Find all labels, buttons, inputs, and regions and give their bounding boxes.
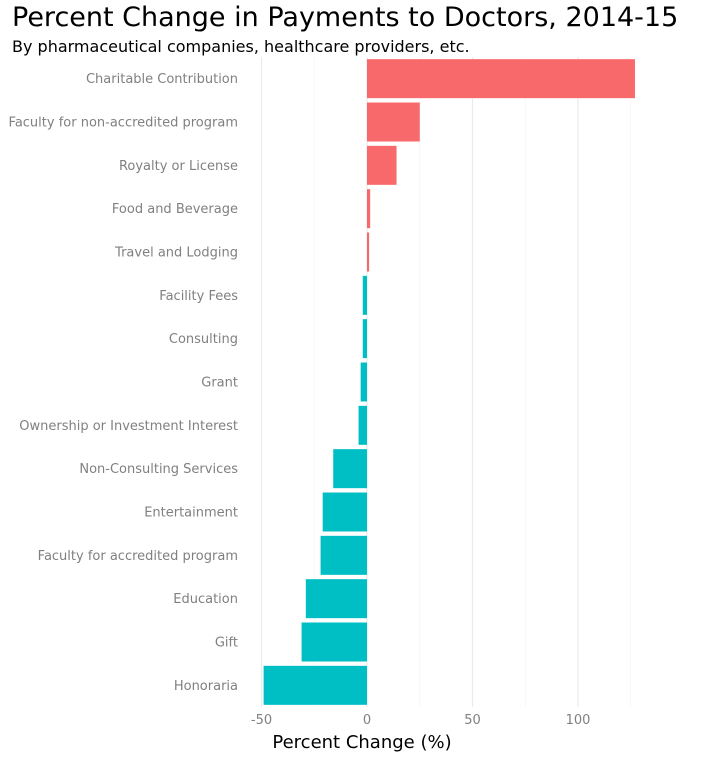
category-label: Ownership or Investment Interest [19, 419, 238, 434]
bar-education [305, 579, 367, 619]
bar-honoraria [263, 665, 367, 705]
x-axis-title: Percent Change (%) [272, 732, 451, 753]
bar-entertainment [322, 492, 367, 532]
bar-food-and-beverage [367, 189, 371, 229]
category-label: Faculty for non-accredited program [9, 116, 238, 131]
category-label: Royalty or License [119, 159, 238, 174]
category-label: Travel and Lodging [114, 246, 238, 261]
category-label: Honoraria [174, 679, 238, 694]
bar-ownership-or-investment-interest [358, 405, 367, 445]
category-label: Faculty for accredited program [38, 549, 238, 564]
category-labels: Charitable Contribution Faculty for non-a… [9, 72, 239, 694]
bar-non-consulting-services [333, 449, 367, 489]
bar-royalty-or-license [367, 145, 397, 185]
category-label: Charitable Contribution [86, 72, 238, 87]
x-tick-label: -50 [251, 713, 272, 728]
chart-subtitle: By pharmaceutical companies, healthcare … [12, 37, 470, 56]
bar-facility-fees [362, 275, 367, 315]
bar-consulting [362, 319, 367, 359]
category-label: Facility Fees [159, 289, 238, 304]
bar-gift [301, 622, 367, 662]
category-label: Food and Beverage [112, 202, 238, 217]
bars [263, 59, 635, 705]
x-axis-ticks: -50 0 50 100 [251, 713, 591, 728]
bar-faculty-for-non-accredited-program [367, 102, 420, 142]
bar-charitable-contribution [367, 59, 635, 99]
category-label: Gift [215, 636, 238, 651]
grid-lines [260, 57, 632, 707]
category-label: Non-Consulting Services [79, 462, 238, 477]
category-label: Education [173, 592, 238, 607]
bar-faculty-for-accredited-program [320, 535, 367, 575]
x-tick-label: 0 [363, 713, 371, 728]
category-label: Grant [201, 376, 238, 391]
bar-grant [360, 362, 367, 402]
x-tick-label: 50 [464, 713, 481, 728]
bar-travel-and-lodging [367, 232, 370, 272]
chart-title: Percent Change in Payments to Doctors, 2… [12, 2, 679, 33]
category-label: Entertainment [144, 506, 238, 521]
category-label: Consulting [169, 332, 238, 347]
x-tick-label: 100 [566, 713, 591, 728]
